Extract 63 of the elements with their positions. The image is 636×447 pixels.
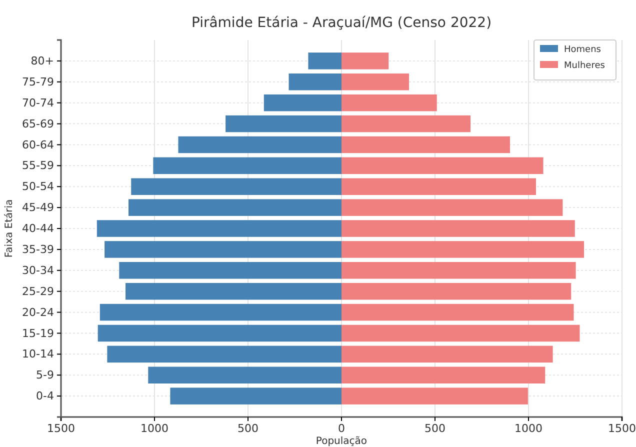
bar <box>128 199 342 216</box>
bar <box>342 282 572 300</box>
legend-label: Mulheres <box>564 61 606 71</box>
x-tick-label: 1000 <box>140 422 168 435</box>
bar <box>342 199 563 216</box>
bar <box>288 74 342 90</box>
y-tick-label: 70-74 <box>22 96 54 110</box>
bar <box>170 388 342 404</box>
bar <box>342 94 437 112</box>
y-axis-title: Faixa Etária <box>4 199 15 258</box>
bar <box>178 136 342 154</box>
x-tick-label: 1500 <box>47 422 75 435</box>
bar <box>342 52 389 70</box>
bar <box>107 346 342 363</box>
bar <box>342 346 553 363</box>
bar <box>342 115 471 132</box>
x-tick-label: 0 <box>338 422 345 435</box>
y-tick-label: 35-39 <box>22 242 54 256</box>
bar <box>131 178 342 195</box>
y-tick-label: 5-9 <box>36 368 54 382</box>
bar <box>264 94 342 112</box>
bar <box>98 324 342 342</box>
x-tick-label: 500 <box>424 422 446 435</box>
y-tick-label: 25-29 <box>22 284 54 298</box>
bar <box>119 262 342 279</box>
bar <box>96 220 342 237</box>
y-tick-label: 15-19 <box>22 326 54 340</box>
y-tick-label: 30-34 <box>22 264 54 277</box>
bar <box>126 282 342 300</box>
x-tick-label: 1000 <box>514 422 542 435</box>
bar <box>342 136 510 154</box>
chart-title: Pirâmide Etária - Araçuaí/MG (Censo 2022) <box>191 15 492 31</box>
y-tick-label: 0-4 <box>36 390 54 403</box>
bar <box>342 157 544 174</box>
y-tick-label: 60-64 <box>22 138 54 152</box>
legend-label: Homens <box>564 45 602 55</box>
bar <box>342 241 584 258</box>
x-tick-label: 500 <box>238 422 258 435</box>
y-tick-label: 40-44 <box>22 222 54 236</box>
bar <box>342 304 574 321</box>
bar <box>342 74 410 90</box>
bar <box>342 262 576 279</box>
y-tick-label: 80+ <box>30 54 54 68</box>
bar <box>342 178 536 195</box>
bar <box>100 304 342 321</box>
bar <box>342 220 575 237</box>
bar <box>148 366 342 384</box>
bar <box>342 366 546 384</box>
bar <box>342 388 528 404</box>
bar <box>342 324 580 342</box>
y-tick-label: 45-49 <box>22 201 54 214</box>
x-tick-label: 1500 <box>608 422 636 435</box>
bar <box>308 52 342 70</box>
y-tick-label: 55-59 <box>22 159 54 172</box>
y-tick-label: 75-79 <box>22 75 54 88</box>
y-tick-label: 50-54 <box>22 180 54 194</box>
y-tick-label: 20-24 <box>22 306 54 319</box>
y-tick-label: 10-14 <box>22 348 54 361</box>
bar <box>104 241 342 258</box>
y-tick-label: 65-69 <box>22 117 54 130</box>
bar <box>153 157 342 174</box>
bar <box>226 115 342 132</box>
x-axis-title: População <box>316 436 368 447</box>
